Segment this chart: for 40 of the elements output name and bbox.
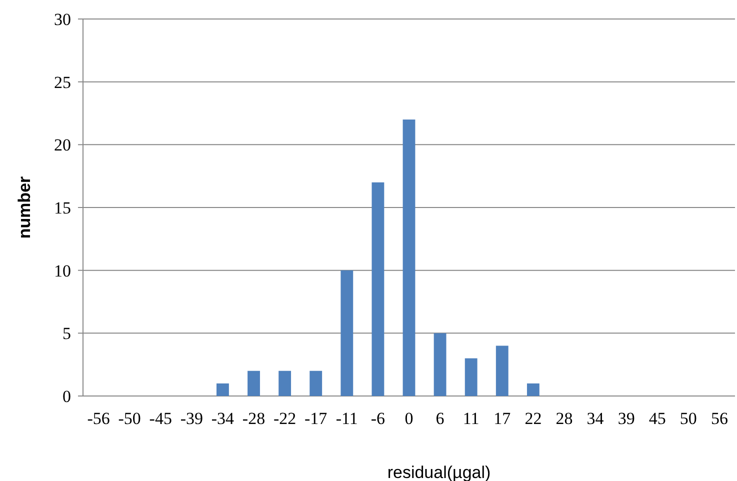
x-tick-label: 17 xyxy=(494,409,512,428)
x-tick-label: 39 xyxy=(618,409,635,428)
x-tick-label: 11 xyxy=(462,409,480,428)
bar xyxy=(278,370,292,396)
y-tick-label: 0 xyxy=(62,386,71,406)
bar xyxy=(340,270,354,396)
x-tick-label: 6 xyxy=(436,409,444,428)
x-tick-label: 22 xyxy=(524,409,542,428)
y-tick-label: 10 xyxy=(54,261,71,280)
x-tick-label: -34 xyxy=(211,409,235,428)
bar xyxy=(402,120,416,396)
x-tick-label: -56 xyxy=(87,409,110,428)
x-tick-label: -17 xyxy=(304,409,328,428)
x-tick-label: 28 xyxy=(556,409,573,428)
x-tick-label: -39 xyxy=(180,409,204,428)
bar xyxy=(372,182,384,396)
y-tick-label: 15 xyxy=(54,198,71,218)
y-tick-label: 5 xyxy=(62,324,71,344)
x-tick-label: 56 xyxy=(710,409,728,428)
x-tick-label: 0 xyxy=(404,409,414,428)
y-tick-label: 25 xyxy=(54,72,71,92)
bar xyxy=(464,358,478,396)
x-tick-label: -11 xyxy=(336,409,358,428)
x-tick-label: -45 xyxy=(149,409,172,428)
bar xyxy=(216,383,229,396)
bar xyxy=(310,370,322,396)
bar xyxy=(434,333,446,396)
bar xyxy=(248,370,260,396)
x-tick-label: 34 xyxy=(586,409,604,428)
x-tick-label: -22 xyxy=(273,409,296,428)
bar xyxy=(496,346,508,396)
x-tick-label: 50 xyxy=(680,409,697,428)
x-tick-label: -28 xyxy=(242,409,266,428)
y-axis-title: number xyxy=(15,176,34,239)
y-tick-label: 20 xyxy=(54,136,71,155)
y-tick-label: 30 xyxy=(54,10,71,29)
x-tick-label: -50 xyxy=(118,409,141,428)
x-tick-label: 45 xyxy=(648,409,666,428)
x-tick-label: -6 xyxy=(370,409,386,428)
bar xyxy=(526,383,540,396)
